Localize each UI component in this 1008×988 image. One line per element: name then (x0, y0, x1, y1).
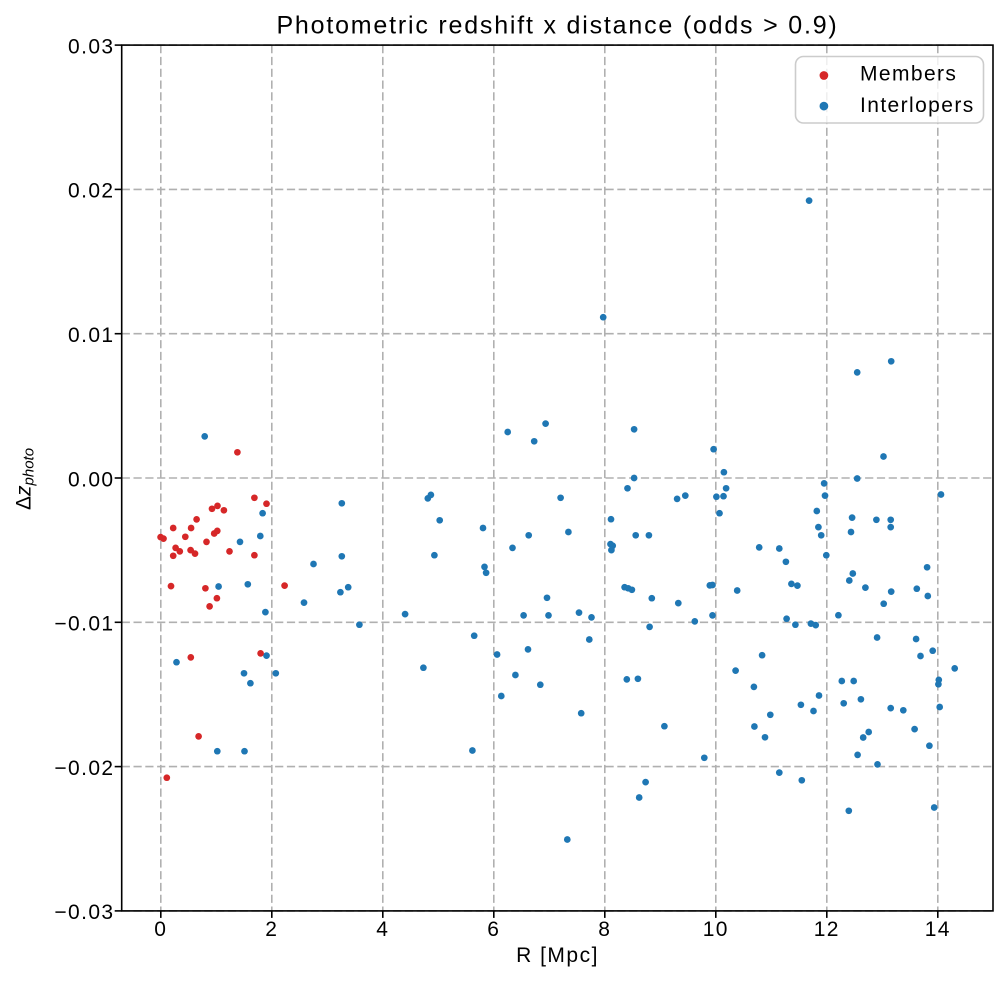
svg-text:0.02: 0.02 (68, 180, 114, 203)
svg-text:−0.01: −0.01 (54, 613, 114, 636)
svg-text:0: 0 (154, 918, 167, 941)
svg-text:Interlopers: Interlopers (860, 94, 975, 117)
svg-text:Members: Members (860, 63, 957, 86)
svg-text:0.03: 0.03 (68, 35, 114, 58)
svg-text:−0.02: −0.02 (54, 757, 114, 780)
svg-text:12: 12 (814, 918, 840, 941)
svg-text:4: 4 (376, 918, 389, 941)
svg-text:R [Mpc]: R [Mpc] (516, 944, 599, 967)
svg-text:6: 6 (487, 918, 500, 941)
svg-text:0.00: 0.00 (68, 468, 114, 491)
svg-text:0.01: 0.01 (68, 324, 114, 347)
svg-text:8: 8 (598, 918, 611, 941)
svg-text:14: 14 (925, 918, 951, 941)
svg-text:10: 10 (703, 918, 729, 941)
svg-text:Photometric redshift x distanc: Photometric redshift x distance (odds > … (276, 12, 838, 40)
svg-text:−0.03: −0.03 (54, 901, 114, 924)
svg-text:2: 2 (265, 918, 278, 941)
